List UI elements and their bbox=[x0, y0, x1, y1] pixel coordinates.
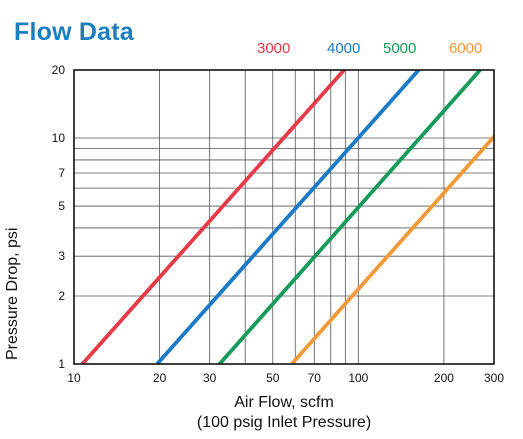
y-tick-label: 10 bbox=[52, 131, 66, 145]
chart-title: Flow Data bbox=[14, 18, 134, 46]
x-tick-label: 50 bbox=[266, 371, 280, 385]
legend-entry-3000: 3000 bbox=[257, 40, 291, 57]
plot-frame bbox=[73, 69, 495, 365]
y-tick-labels: 1 2 3 5 7 10 20 bbox=[52, 63, 66, 371]
series-line-3000 bbox=[80, 70, 346, 364]
x-tick-label: 100 bbox=[348, 371, 368, 385]
series-line-5000 bbox=[218, 70, 482, 364]
x-tick-label: 200 bbox=[434, 371, 454, 385]
legend-entry-4000: 4000 bbox=[327, 40, 361, 57]
x-tick-labels: 10 20 30 50 70 100 200 300 bbox=[67, 371, 504, 385]
legend-entry-5000: 5000 bbox=[383, 40, 417, 57]
series-line-4000 bbox=[155, 70, 421, 364]
grid bbox=[73, 69, 495, 365]
y-tick-label: 3 bbox=[58, 249, 65, 263]
x-tick-label: 70 bbox=[308, 371, 322, 385]
y-tick-label: 1 bbox=[58, 357, 65, 371]
series-lines bbox=[80, 70, 494, 364]
x-tick-label: 20 bbox=[153, 371, 167, 385]
x-tick-label: 30 bbox=[203, 371, 217, 385]
x-tick-label: 300 bbox=[484, 371, 504, 385]
y-tick-label: 7 bbox=[58, 166, 65, 180]
y-tick-label: 2 bbox=[58, 289, 65, 303]
x-axis-label: Air Flow, scfm bbox=[234, 394, 334, 411]
series-line-6000 bbox=[290, 133, 494, 364]
legend-entry-6000: 6000 bbox=[449, 40, 483, 57]
x-tick-label: 10 bbox=[67, 371, 81, 385]
y-tick-label: 5 bbox=[58, 199, 65, 213]
x-axis-sublabel: (100 psig Inlet Pressure) bbox=[196, 414, 372, 431]
y-tick-label: 20 bbox=[52, 63, 66, 77]
